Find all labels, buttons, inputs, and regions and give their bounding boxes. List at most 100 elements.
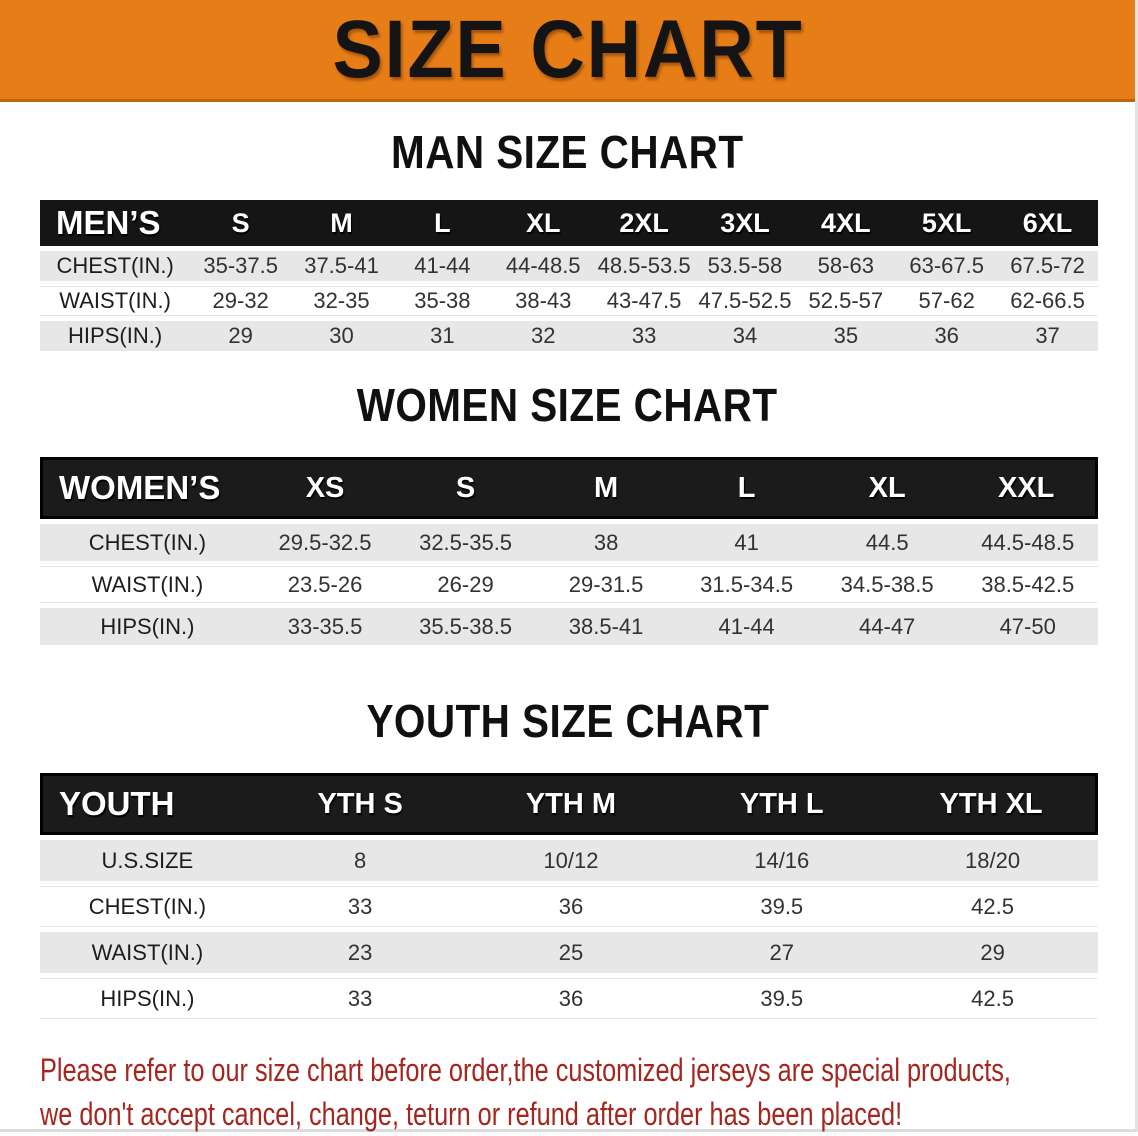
size-value-cell: 44.5-48.5: [957, 524, 1098, 561]
size-value-cell: 44-47: [816, 608, 958, 645]
size-value-cell: 27: [676, 932, 888, 973]
measurement-label: U.S.SIZE: [40, 840, 255, 881]
table-row: HIPS(IN.) 33 36 39.5 42.5: [40, 978, 1098, 1019]
size-value-cell: 67.5-72: [997, 251, 1098, 281]
banner: SIZE CHART: [0, 0, 1135, 102]
size-value-cell: 38-43: [492, 286, 594, 316]
table-row: WAIST(IN.) 23.5-26 26-29 29-31.5 31.5-34.5 34…: [40, 566, 1098, 603]
size-value-cell: 62-66.5: [997, 286, 1098, 316]
size-value-cell: 25: [465, 932, 677, 973]
disclaimer-line-2: we don't accept cancel, change, teturn o…: [40, 1092, 1135, 1136]
table-row: U.S.SIZE 8 10/12 14/16 18/20: [40, 840, 1098, 881]
size-value-cell: 38.5-41: [535, 608, 677, 645]
table-header-row: MEN’S S M L XL 2XL 3XL 4XL 5XL 6XL: [40, 200, 1098, 246]
youth-size-table: YOUTH YTH S YTH M YTH L YTH XL U.S.SIZE 8 10/12…: [40, 768, 1098, 1024]
size-value-cell: 29-31.5: [535, 566, 677, 603]
size-value-cell: 33: [254, 886, 466, 927]
table-corner-label: YOUTH: [40, 773, 255, 835]
size-value-cell: 35-38: [391, 286, 493, 316]
size-column-header: YTH M: [465, 773, 677, 835]
size-column-header: S: [395, 457, 536, 519]
men-size-table: MEN’S S M L XL 2XL 3XL 4XL 5XL 6XL CHEST(IN.) 35-37…: [40, 195, 1098, 356]
women-section-title-text: WOMEN SIZE CHART: [357, 379, 778, 431]
size-value-cell: 41: [676, 524, 817, 561]
table-corner-label: WOMEN’S: [40, 457, 255, 519]
size-value-cell: 37.5-41: [291, 251, 392, 281]
size-value-cell: 42.5: [887, 886, 1098, 927]
size-value-cell: 29: [887, 932, 1098, 973]
size-value-cell: 58-63: [795, 251, 897, 281]
measurement-label: HIPS(IN.): [40, 321, 191, 351]
table-header-row: WOMEN’S XS S M L XL XXL: [40, 457, 1098, 519]
size-value-cell: 33: [254, 978, 466, 1019]
youth-section-title: YOUTH SIZE CHART: [0, 698, 1135, 744]
size-column-header: 4XL: [795, 200, 897, 246]
size-value-cell: 39.5: [676, 886, 888, 927]
size-column-header: YTH S: [254, 773, 466, 835]
size-column-header: M: [291, 200, 392, 246]
size-value-cell: 31.5-34.5: [676, 566, 817, 603]
size-value-cell: 34: [694, 321, 796, 351]
table-corner-label: MEN’S: [40, 200, 191, 246]
size-column-header: L: [676, 457, 817, 519]
men-section-title-text: MAN SIZE CHART: [391, 126, 744, 178]
table-row: CHEST(IN.) 29.5-32.5 32.5-35.5 38 41 44.5 44.5…: [40, 524, 1098, 561]
size-value-cell: 18/20: [887, 840, 1098, 881]
size-value-cell: 31: [391, 321, 493, 351]
size-column-header: S: [190, 200, 292, 246]
size-value-cell: 63-67.5: [896, 251, 998, 281]
size-value-cell: 44.5: [816, 524, 958, 561]
size-value-cell: 44-48.5: [492, 251, 594, 281]
youth-section-title-text: YOUTH SIZE CHART: [366, 695, 769, 747]
table-row: CHEST(IN.) 35-37.5 37.5-41 41-44 44-48.5 48.5…: [40, 251, 1098, 281]
size-value-cell: 37: [997, 321, 1098, 351]
size-value-cell: 36: [896, 321, 998, 351]
measurement-label: WAIST(IN.): [40, 932, 255, 973]
table-row: WAIST(IN.) 29-32 32-35 35-38 38-43 43-47.5 47.…: [40, 286, 1098, 316]
disclaimer-note: Please refer to our size chart before or…: [0, 1048, 1135, 1136]
measurement-label: CHEST(IN.): [40, 886, 255, 927]
table-row: CHEST(IN.) 33 36 39.5 42.5: [40, 886, 1098, 927]
size-value-cell: 34.5-38.5: [816, 566, 958, 603]
women-size-table: WOMEN’S XS S M L XL XXL CHEST(IN.) 29.5-32.5 32.5…: [40, 452, 1098, 650]
size-value-cell: 35: [795, 321, 897, 351]
size-value-cell: 47-50: [957, 608, 1098, 645]
measurement-label: CHEST(IN.): [40, 524, 255, 561]
size-column-header: YTH L: [676, 773, 888, 835]
table-row: WAIST(IN.) 23 25 27 29: [40, 932, 1098, 973]
size-value-cell: 35.5-38.5: [395, 608, 536, 645]
table-row: HIPS(IN.) 33-35.5 35.5-38.5 38.5-41 41-44 44-…: [40, 608, 1098, 645]
size-column-header: 6XL: [997, 200, 1098, 246]
size-value-cell: 14/16: [676, 840, 888, 881]
size-column-header: M: [535, 457, 677, 519]
size-column-header: XL: [816, 457, 958, 519]
measurement-label: HIPS(IN.): [40, 608, 255, 645]
size-value-cell: 53.5-58: [694, 251, 796, 281]
measurement-label: WAIST(IN.): [40, 566, 255, 603]
size-value-cell: 33: [593, 321, 695, 351]
size-column-header: L: [391, 200, 493, 246]
measurement-label: WAIST(IN.): [40, 286, 191, 316]
size-value-cell: 32-35: [291, 286, 392, 316]
size-value-cell: 33-35.5: [254, 608, 396, 645]
size-value-cell: 36: [465, 978, 677, 1019]
size-column-header: XL: [492, 200, 594, 246]
size-column-header: 5XL: [896, 200, 998, 246]
size-value-cell: 48.5-53.5: [593, 251, 695, 281]
size-value-cell: 8: [254, 840, 466, 881]
size-value-cell: 29-32: [190, 286, 292, 316]
men-section-title: MAN SIZE CHART: [0, 129, 1135, 175]
table-header-row: YOUTH YTH S YTH M YTH L YTH XL: [40, 773, 1098, 835]
disclaimer-line-1-text: Please refer to our size chart before or…: [40, 1052, 1011, 1088]
size-value-cell: 39.5: [676, 978, 888, 1019]
size-value-cell: 29.5-32.5: [254, 524, 396, 561]
banner-title: SIZE CHART: [331, 3, 804, 95]
size-value-cell: 23: [254, 932, 466, 973]
table-row: HIPS(IN.) 29 30 31 32 33 34 35 36 37: [40, 321, 1098, 351]
size-value-cell: 26-29: [395, 566, 536, 603]
measurement-label: CHEST(IN.): [40, 251, 191, 281]
size-value-cell: 41-44: [676, 608, 817, 645]
size-value-cell: 47.5-52.5: [694, 286, 796, 316]
size-value-cell: 30: [291, 321, 392, 351]
